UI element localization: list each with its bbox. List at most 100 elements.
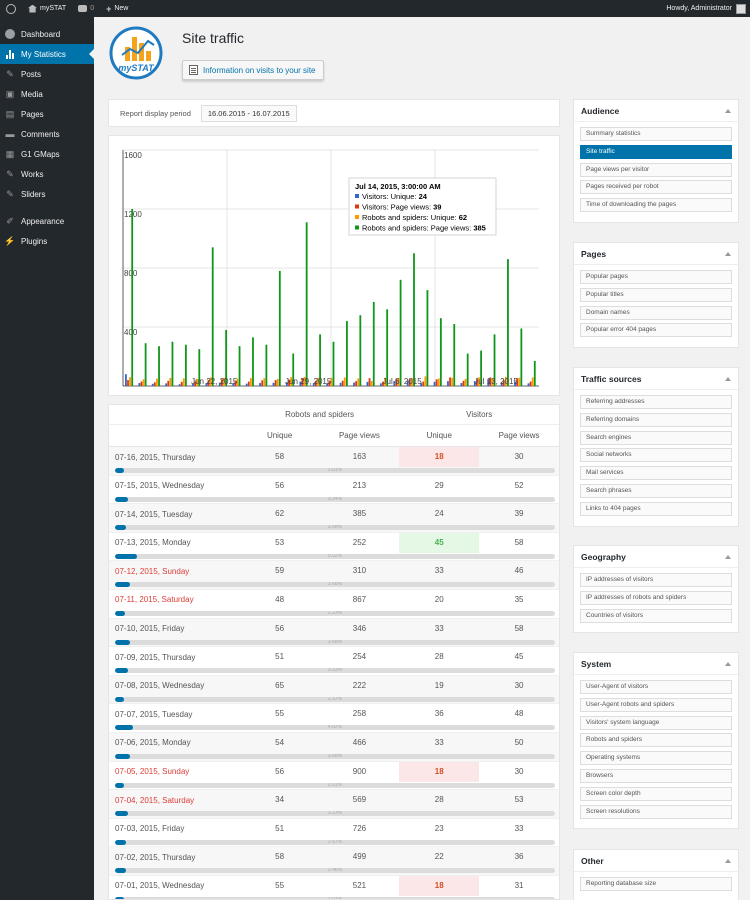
x-tick-label: Jul 13, 2015 (474, 377, 518, 386)
bar-07-07-s3 (413, 253, 415, 386)
report-link[interactable]: Search engines (580, 430, 732, 445)
report-link[interactable]: Referring domains (580, 412, 732, 427)
wordpress-icon (6, 3, 16, 14)
report-link[interactable]: Visitors' system language (580, 715, 732, 730)
traffic-chart[interactable]: 1600 1200 800 400 Jun 22, 2015 Jun 29, 2015 Ju… (109, 136, 561, 397)
menu-item-my-statistics[interactable]: My Statistics (0, 44, 94, 64)
report-link[interactable]: Summary statistics (580, 127, 732, 141)
report-link[interactable]: Links to 404 pages (580, 501, 732, 516)
table-row[interactable]: 07-04, 2015, Saturday 34 569 28 53 3.13% (109, 790, 559, 819)
wordpress-logo-button[interactable] (0, 0, 22, 17)
menu-item-appearance[interactable]: ✐ Appearance (0, 211, 94, 231)
info-button[interactable]: Information on visits to your site (182, 60, 324, 80)
report-link[interactable]: Mail services (580, 466, 732, 481)
table-row[interactable]: 07-09, 2015, Thursday 51 254 28 45 3.13% (109, 647, 559, 676)
collapse-arrow-icon[interactable] (725, 108, 731, 113)
col-robots-unique[interactable]: Unique (266, 431, 293, 440)
col-robots-views[interactable]: Page views (338, 431, 380, 440)
table-row[interactable]: 07-16, 2015, Thursday 58 163 18 30 2.01% (109, 447, 559, 476)
bar-07-16-s2 (531, 377, 534, 386)
menu-item-sliders[interactable]: ✎ Sliders (0, 184, 94, 204)
comments-link[interactable]: 0 (72, 0, 100, 17)
report-link[interactable]: IP addresses of robots and spiders (580, 590, 732, 605)
visitors-unique-cell: 36 (434, 709, 444, 719)
collapse-arrow-icon[interactable] (725, 858, 731, 863)
report-link[interactable]: IP addresses of visitors (580, 573, 732, 587)
widget-header[interactable]: System (574, 653, 738, 675)
menu-item-works[interactable]: ✎ Works (0, 164, 94, 184)
bar-07-02-s0 (339, 382, 342, 386)
table-row[interactable]: 07-14, 2015, Tuesday 62 385 24 39 2.68% (109, 504, 559, 533)
report-link[interactable]: User-Agent of visitors (580, 680, 732, 694)
table-row[interactable]: 07-06, 2015, Monday 54 466 33 50 3.68% (109, 732, 559, 762)
report-link[interactable]: Robots and spiders (580, 733, 732, 748)
comment-icon (78, 5, 88, 12)
report-link[interactable]: Popular pages (580, 270, 732, 284)
report-link[interactable]: Site traffic (580, 144, 732, 159)
menu-item-gmaps[interactable]: ▦ G1 GMaps (0, 144, 94, 164)
report-link[interactable]: Operating systems (580, 751, 732, 766)
report-link[interactable]: Pages received per robot (580, 180, 732, 195)
widget-header[interactable]: Traffic sources (574, 368, 738, 390)
site-name-link[interactable]: mySTAT (22, 0, 72, 17)
menu-item-media[interactable]: ▣ Media (0, 84, 94, 104)
report-link[interactable]: Referring addresses (580, 395, 732, 409)
visitors-unique-cell: 28 (434, 795, 444, 805)
new-content-link[interactable]: + New (100, 0, 134, 17)
menu-item-plugins[interactable]: ⚡ Plugins (0, 231, 94, 251)
menu-item-dashboard[interactable]: Dashboard (0, 24, 94, 44)
widget-header[interactable]: Audience (574, 100, 738, 122)
collapse-arrow-icon[interactable] (725, 251, 731, 256)
table-row[interactable]: 07-13, 2015, Monday 53 252 45 58 5.02% (109, 532, 559, 562)
row-cells: 07-01, 2015, Wednesday 55 521 18 31 (109, 875, 559, 896)
report-link[interactable]: Reporting database size (580, 877, 732, 891)
table-row[interactable]: 07-01, 2015, Wednesday 55 521 18 31 2.01% (109, 875, 559, 899)
report-link[interactable]: Page views per visitor (580, 162, 732, 177)
account-menu[interactable]: Howdy, Administrator (666, 3, 750, 14)
site-name: mySTAT (40, 5, 67, 12)
report-link[interactable]: Screen resolutions (580, 804, 732, 819)
menu-item-posts[interactable]: ✎ Posts (0, 64, 94, 84)
share-progress-label: 2.68% (327, 525, 343, 531)
menu-item-comments[interactable]: ▬ Comments (0, 124, 94, 144)
bar-06-16-s2 (129, 377, 131, 386)
report-link[interactable]: Popular titles (580, 287, 732, 302)
report-link[interactable]: Browsers (580, 768, 732, 783)
report-link[interactable]: Screen color depth (580, 786, 732, 801)
table-row[interactable]: 07-08, 2015, Wednesday 65 222 19 30 2.12% (109, 675, 559, 705)
table-row[interactable]: 07-11, 2015, Saturday 48 867 20 35 2.23% (109, 590, 559, 619)
table-row[interactable]: 07-02, 2015, Thursday 58 499 22 36 2.46% (109, 847, 559, 876)
widget-header[interactable]: Pages (574, 243, 738, 265)
widget-header[interactable]: Geography (574, 546, 738, 568)
widget-header[interactable]: Other (574, 850, 738, 872)
robots-unique-cell: 53 (275, 537, 285, 547)
table-row[interactable]: 07-03, 2015, Friday 51 726 23 33 2.57% (109, 819, 559, 848)
col-visitors-views[interactable]: Page views (498, 431, 540, 440)
report-link[interactable]: Popular error 404 pages (580, 323, 732, 338)
table-row[interactable]: 07-12, 2015, Sunday 59 310 33 46 3.68% (109, 561, 559, 590)
share-progress-fill (115, 696, 125, 702)
table-row[interactable]: 07-15, 2015, Wednesday 56 213 29 52 3.24% (109, 476, 559, 505)
period-selector[interactable]: 16.06.2015 - 16.07.2015 (200, 104, 297, 122)
col-visitors-unique[interactable]: Unique (426, 431, 452, 440)
collapse-arrow-icon[interactable] (725, 376, 731, 381)
table-row[interactable]: 07-10, 2015, Friday 56 346 33 58 3.68% (109, 618, 559, 648)
report-link[interactable]: Search phrases (580, 483, 732, 498)
report-link[interactable]: Social networks (580, 448, 732, 463)
table-row[interactable]: 07-05, 2015, Sunday 56 900 18 30 2.01% (109, 761, 559, 791)
report-link[interactable]: Countries of visitors (580, 608, 732, 623)
bar-06-16-s1 (127, 380, 129, 386)
bar-07-11-s1 (462, 380, 465, 386)
report-link[interactable]: Time of downloading the pages (580, 198, 732, 213)
menu-label: Works (21, 169, 44, 179)
report-link[interactable]: User-Agent robots and spiders (580, 697, 732, 712)
visitors-views-cell: 50 (514, 737, 524, 747)
row-cells: 07-14, 2015, Tuesday 62 385 24 39 (109, 504, 559, 524)
collapse-arrow-icon[interactable] (725, 661, 731, 666)
collapse-arrow-icon[interactable] (725, 554, 731, 559)
logo-text: mySTAT (118, 63, 155, 73)
report-period-panel: Report display period 16.06.2015 - 16.07… (108, 99, 560, 127)
menu-item-pages[interactable]: ▤ Pages (0, 104, 94, 124)
report-link[interactable]: Domain names (580, 305, 732, 320)
table-row[interactable]: 07-07, 2015, Tuesday 55 258 36 48 4.02% (109, 704, 559, 733)
